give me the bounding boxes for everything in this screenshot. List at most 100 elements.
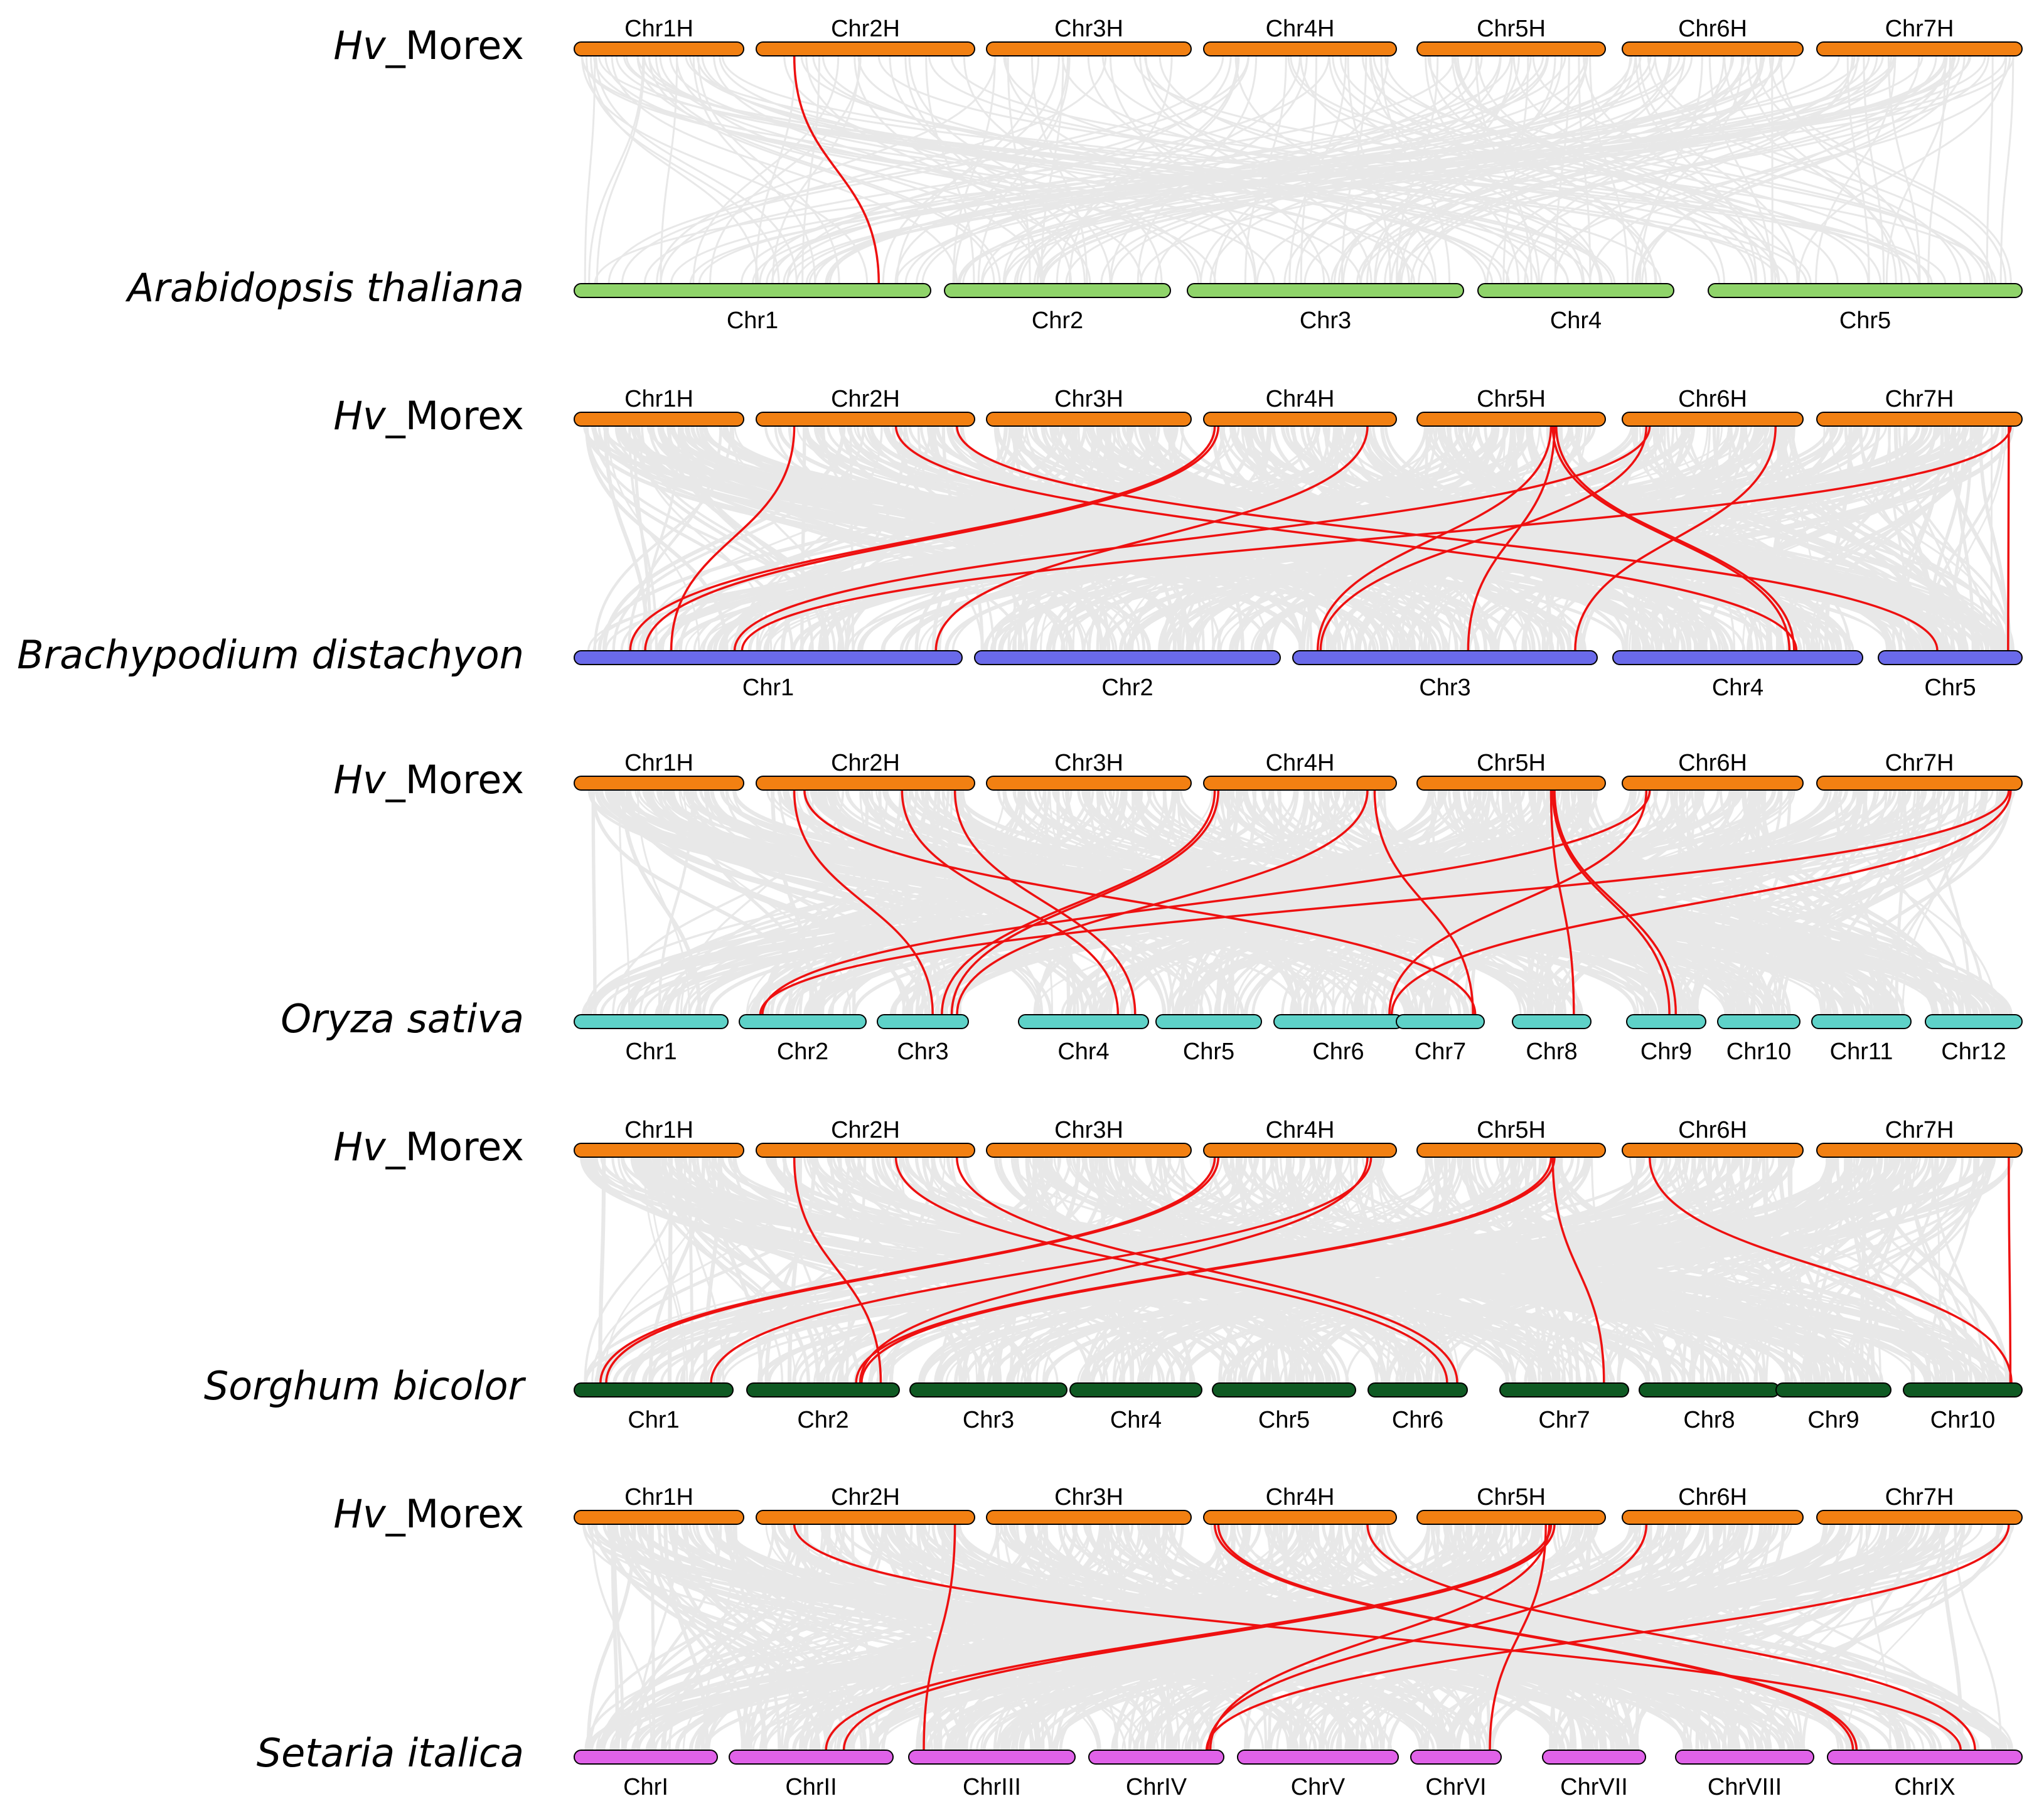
background-link xyxy=(1330,55,1878,284)
chromosome-label-chr2h: Chr2H xyxy=(831,1484,900,1510)
reference-species-label: Hv_Morex xyxy=(333,1491,524,1537)
chromosome-label-chr6: Chr6 xyxy=(1312,1039,1364,1065)
chromosome-label-chr2h: Chr2H xyxy=(831,750,900,776)
chromosome-bar-chr3 xyxy=(1187,283,1464,298)
background-link xyxy=(1806,1157,1833,1384)
background-link xyxy=(1016,55,1501,284)
background-link xyxy=(1641,55,1920,284)
chromosome-bar-chr5 xyxy=(1878,650,2023,665)
chromosome-label-chr7h: Chr7H xyxy=(1885,750,1954,776)
background-link xyxy=(648,55,995,284)
background-link xyxy=(663,1524,709,1751)
background-link xyxy=(1121,789,1230,1015)
background-link xyxy=(771,55,860,284)
chromosome-bar-chriv xyxy=(1088,1750,1224,1765)
highlight-link xyxy=(761,789,1651,1015)
species-label-sorghum-bicolor: Sorghum bicolor xyxy=(204,1363,527,1409)
background-link xyxy=(828,789,1099,1015)
chromosome-label-chr6h: Chr6H xyxy=(1678,386,1747,412)
chromosome-label-chrvii: ChrVII xyxy=(1560,1774,1628,1800)
chromosome-label-chr2: Chr2 xyxy=(1032,307,1083,334)
chromosome-label-chr1: Chr1 xyxy=(727,307,778,334)
background-link xyxy=(1635,55,1758,284)
highlight-link xyxy=(733,425,1651,651)
highlight-links-arabidopsis-thaliana xyxy=(793,55,880,284)
background-links-brachypodium-distachyon xyxy=(583,425,2015,651)
background-link xyxy=(1003,55,1538,284)
chromosome-bar-chr4h xyxy=(1203,776,1397,791)
background-link xyxy=(622,1524,1044,1751)
chromosome-bar-chr7h xyxy=(1816,1510,2023,1525)
chromosome-bar-chr7 xyxy=(1396,1014,1485,1029)
background-link xyxy=(1986,55,1994,284)
highlight-link xyxy=(1373,789,1474,1015)
chromosome-label-chr11: Chr11 xyxy=(1830,1039,1893,1065)
background-link xyxy=(1639,55,1799,284)
background-link xyxy=(1116,425,1401,651)
chromosome-bar-chr6h xyxy=(1622,41,1804,56)
chromosome-label-chr3h: Chr3H xyxy=(1054,1117,1123,1143)
background-link xyxy=(1554,55,1854,284)
highlight-links-setaria-italica xyxy=(793,1524,2010,1751)
background-link xyxy=(1384,55,1672,284)
background-link xyxy=(1287,55,1780,284)
background-link xyxy=(1309,1157,1550,1384)
background-link xyxy=(589,55,759,284)
chromosome-label-chr3: Chr3 xyxy=(1300,307,1351,334)
chromosome-bar-chr2 xyxy=(739,1014,867,1029)
background-link xyxy=(1153,1524,1844,1751)
text-labels: Chr1H Chr2H Chr3H Chr4H Chr5H Chr6H Chr7H Chr1 C… xyxy=(17,16,2006,1800)
background-link xyxy=(783,55,1202,284)
background-link xyxy=(706,1524,1031,1751)
highlight-link xyxy=(956,425,1939,651)
chromosome-label-chr7: Chr7 xyxy=(1415,1039,1466,1065)
highlight-link xyxy=(629,425,1216,651)
background-link xyxy=(1930,1157,1985,1384)
chromosome-label-chr1h: Chr1H xyxy=(624,1484,693,1510)
chromosome-label-chr3h: Chr3H xyxy=(1054,750,1123,776)
background-links xyxy=(580,55,2016,1751)
background-link xyxy=(1034,789,1795,1015)
background-link xyxy=(1510,789,1748,1015)
background-link xyxy=(1209,55,1588,284)
background-link xyxy=(1231,789,1972,1015)
reference-prefix: Hv xyxy=(333,393,387,439)
chromosome-label-chriii: ChrIII xyxy=(963,1774,1021,1800)
chromosome-label-chriv: ChrIV xyxy=(1126,1774,1187,1800)
background-link xyxy=(1384,55,1911,284)
chromosome-bar-chr3 xyxy=(877,1014,969,1029)
chromosome-label-chrvi: ChrVI xyxy=(1425,1774,1486,1800)
highlight-link xyxy=(901,789,1120,1015)
chromosome-bar-chri xyxy=(574,1750,718,1765)
background-link xyxy=(817,789,1681,1015)
chromosome-label-chr4: Chr4 xyxy=(1550,307,1602,334)
background-link xyxy=(1084,1157,1388,1384)
background-link xyxy=(811,789,1638,1015)
chromosome-bar-chr3h xyxy=(986,412,1192,427)
chromosome-bar-chr6 xyxy=(1367,1382,1468,1398)
chromosome-bar-chr7h xyxy=(1816,41,2023,56)
background-link xyxy=(1553,789,1772,1015)
background-link xyxy=(1490,425,1836,651)
highlight-link xyxy=(953,789,1137,1015)
chromosome-label-chr4h: Chr4H xyxy=(1266,1484,1335,1510)
background-link xyxy=(1647,55,1962,284)
chromosome-label-chr5: Chr5 xyxy=(1924,675,1976,701)
chromosome-label-chrviii: ChrVIII xyxy=(1708,1774,1782,1800)
chromosome-label-chr5h: Chr5H xyxy=(1477,1484,1546,1510)
background-link xyxy=(1442,789,1731,1015)
background-link xyxy=(1834,789,1888,1015)
chromosome-bar-chr3 xyxy=(1292,650,1598,665)
background-link xyxy=(1465,1157,1667,1384)
chromosome-label-chr6: Chr6 xyxy=(1392,1407,1443,1433)
highlight-link xyxy=(605,1157,1220,1384)
background-link xyxy=(1189,789,1330,1015)
background-link xyxy=(1747,425,1984,651)
highlight-link xyxy=(842,1524,1556,1751)
background-link xyxy=(1280,425,1945,651)
background-link xyxy=(1356,425,1792,651)
background-link xyxy=(1616,1524,1888,1751)
chromosome-label-chr5: Chr5 xyxy=(1839,307,1891,334)
background-link xyxy=(627,789,911,1015)
